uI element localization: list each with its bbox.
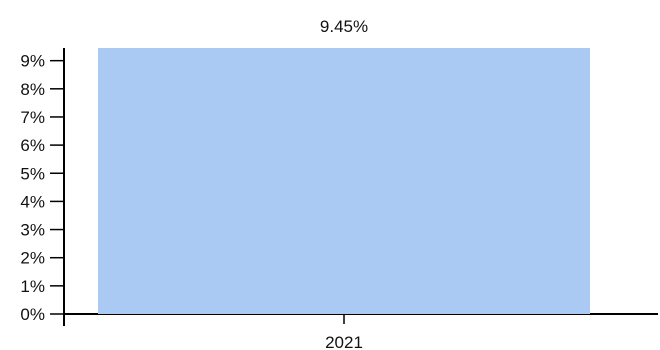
y-tick-label: 5%: [20, 164, 45, 183]
y-tick-label: 7%: [20, 108, 45, 127]
y-tick-label: 4%: [20, 192, 45, 211]
y-tick-label: 9%: [20, 52, 45, 71]
y-tick-label: 2%: [20, 249, 45, 268]
y-axis: 0% 1% 2% 3% 4% 5% 6% 7% 8% 9%: [20, 48, 65, 326]
y-tick-label: 0%: [20, 305, 45, 324]
data-labels: 9.45%: [320, 17, 368, 36]
bars: [98, 48, 590, 314]
y-tick-label: 6%: [20, 136, 45, 155]
y-tick-label: 1%: [20, 277, 45, 296]
bar-value-label: 9.45%: [320, 17, 368, 36]
bar: [98, 48, 590, 314]
y-tick-label: 3%: [20, 221, 45, 240]
x-axis: 2021: [64, 313, 658, 350]
x-tick-label: 2021: [325, 333, 363, 350]
y-tick-label: 8%: [20, 80, 45, 99]
